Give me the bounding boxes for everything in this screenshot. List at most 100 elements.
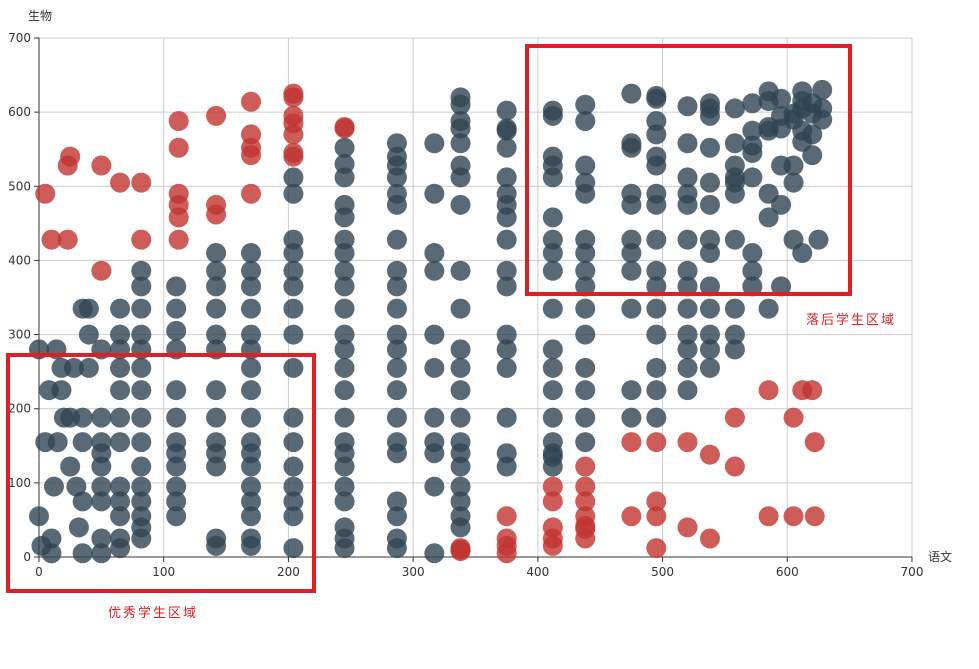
scatter-point-dark	[771, 88, 792, 109]
scatter-point-red	[542, 476, 563, 497]
scatter-point-dark	[542, 105, 563, 126]
scatter-point-dark	[166, 380, 187, 401]
scatter-point-dark	[386, 538, 407, 559]
scatter-point-dark	[424, 243, 445, 264]
tick-labels: 0 100 200 300 400 500 600 700 0 100 200 300 400 500 60…	[8, 31, 923, 579]
x-tick-label: 300	[402, 565, 425, 579]
scatter-point-dark	[450, 167, 471, 188]
scatter-point-dark	[575, 380, 596, 401]
scatter-point-red	[677, 517, 698, 538]
scatter-point-dark	[724, 339, 745, 360]
scatter-point-red	[168, 207, 189, 228]
scatter-point-red	[575, 491, 596, 512]
scatter-point-red	[334, 118, 355, 139]
scatter-point-dark	[334, 298, 355, 319]
scatter-point-dark	[72, 432, 93, 453]
scatter-point-dark	[677, 298, 698, 319]
scatter-point-dark	[424, 407, 445, 428]
scatter-point-dark	[450, 491, 471, 512]
scatter-point-dark	[677, 260, 698, 281]
excellent-region-label: 优秀学生区域	[108, 605, 198, 621]
scatter-point-dark	[166, 456, 187, 477]
scatter-point-dark	[575, 243, 596, 264]
scatter-point-dark	[72, 407, 93, 428]
scatter-point-dark	[283, 432, 304, 453]
scatter-point-dark	[424, 133, 445, 154]
scatter-point-dark	[283, 506, 304, 527]
scatter-point-dark	[575, 260, 596, 281]
scatter-point-dark	[78, 324, 99, 345]
scatter-point-dark	[802, 145, 823, 166]
scatter-point-dark	[283, 538, 304, 559]
scatter-point-dark	[166, 320, 187, 341]
scatter-point-dark	[783, 155, 804, 176]
scatter-point-dark	[808, 229, 829, 250]
scatter-point-dark	[771, 194, 792, 215]
scatter-point-red	[646, 432, 667, 453]
scatter-point-dark	[542, 243, 563, 264]
scatter-point-dark	[131, 491, 152, 512]
scatter-point-dark	[677, 194, 698, 215]
scatter-point-dark	[699, 276, 720, 297]
scatter-point-dark	[91, 476, 112, 497]
scatter-point-red	[450, 541, 471, 562]
scatter-point-dark	[166, 476, 187, 497]
scatter-point-dark	[699, 298, 720, 319]
scatter-point-dark	[241, 243, 262, 264]
scatter-point-dark	[724, 183, 745, 204]
scatter-point-dark	[699, 172, 720, 193]
scatter-point-dark	[206, 276, 227, 297]
y-tick-label: 300	[8, 328, 31, 342]
scatter-point-dark	[575, 324, 596, 345]
scatter-point-dark	[496, 276, 517, 297]
scatter-point-dark	[542, 380, 563, 401]
scatter-point-dark	[677, 339, 698, 360]
scatter-point-dark	[742, 243, 763, 264]
x-tick-label: 0	[35, 565, 43, 579]
scatter-point-dark	[386, 298, 407, 319]
scatter-point-red	[646, 506, 667, 527]
scatter-point-dark	[621, 137, 642, 158]
scatter-point-dark	[424, 260, 445, 281]
y-tick-label: 700	[8, 31, 31, 45]
x-tick-label: 700	[901, 565, 924, 579]
scatter-point-red	[131, 172, 152, 193]
scatter-point-dark	[283, 183, 304, 204]
scatter-point-dark	[646, 380, 667, 401]
excellent-region-box	[6, 353, 316, 593]
x-axis-label: 语文	[928, 549, 952, 564]
scatter-point-dark	[802, 124, 823, 145]
scatter-point-dark	[742, 120, 763, 141]
scatter-point-red	[699, 528, 720, 549]
scatter-point-dark	[724, 133, 745, 154]
scatter-point-dark	[283, 324, 304, 345]
scatter-point-red	[91, 155, 112, 176]
scatter-point-red	[575, 528, 596, 549]
scatter-point-dark	[699, 339, 720, 360]
y-tick-label: 500	[8, 179, 31, 193]
scatter-point-dark	[283, 357, 304, 378]
scatter-point-dark	[496, 339, 517, 360]
scatter-point-red	[168, 229, 189, 250]
scatter-point-dark	[47, 432, 68, 453]
x-tick-label: 600	[776, 565, 799, 579]
scatter-point-dark	[241, 380, 262, 401]
scatter-point-dark	[283, 276, 304, 297]
scatter-point-dark	[450, 339, 471, 360]
scatter-point-dark	[206, 456, 227, 477]
scatter-point-dark	[621, 194, 642, 215]
scatter-point-red	[496, 543, 517, 564]
scatter-point-dark	[131, 407, 152, 428]
scatter-point-dark	[131, 324, 152, 345]
scatter-point-dark	[334, 491, 355, 512]
scatter-point-dark	[386, 229, 407, 250]
scatter-point-dark	[206, 535, 227, 556]
scatter-point-dark	[166, 491, 187, 512]
scatter-point-dark	[283, 407, 304, 428]
scatter-point-dark	[450, 118, 471, 139]
scatter-point-dark	[677, 96, 698, 117]
scatter-point-dark	[677, 229, 698, 250]
scatter-point-dark	[646, 357, 667, 378]
scatter-point-dark	[283, 243, 304, 264]
